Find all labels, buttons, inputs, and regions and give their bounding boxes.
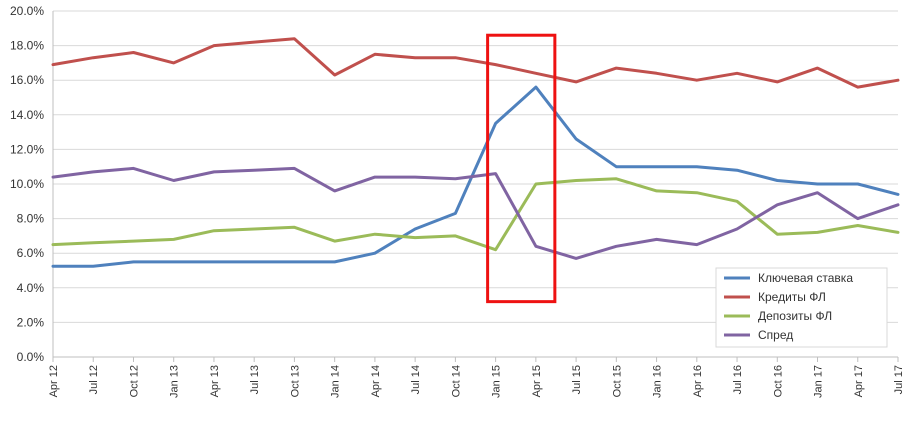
series-lines	[51, 37, 900, 268]
highlight-box-layer	[486, 33, 557, 304]
series-line	[51, 177, 900, 252]
x-tick-label: Jul 12	[88, 365, 100, 394]
series-line	[51, 85, 900, 268]
y-tick-label: 6.0%	[17, 246, 45, 260]
y-tick-label: 0.0%	[17, 350, 45, 364]
y-tick-label: 2.0%	[17, 315, 45, 329]
x-tick-label: Oct 15	[611, 365, 623, 397]
x-tick-label: Jan 13	[169, 365, 181, 398]
x-tick-label: Jul 13	[249, 365, 261, 394]
x-tick-label: Apr 14	[370, 365, 382, 397]
x-tick-label: Oct 13	[289, 365, 301, 397]
y-tick-label: 10.0%	[10, 177, 44, 191]
x-tick-label: Jul 17	[893, 365, 905, 394]
series-line	[51, 166, 900, 260]
grid-lines	[53, 10, 898, 323]
y-tick-label: 8.0%	[17, 212, 45, 226]
legend-label: Ключевая ставка	[758, 271, 853, 285]
x-tick-label: Jan 17	[813, 365, 825, 398]
x-tick-label: Jul 14	[410, 365, 422, 394]
x-tick-label: Oct 16	[772, 365, 784, 397]
x-tick-label: Jul 16	[732, 365, 744, 394]
y-tick-label: 20.0%	[10, 4, 44, 18]
y-tick-label: 12.0%	[10, 142, 44, 156]
x-tick-label: Apr 13	[209, 365, 221, 397]
legend: Ключевая ставка Кредиты ФЛ Депозиты ФЛ Спре…	[715, 267, 888, 348]
y-tick-label: 16.0%	[10, 73, 44, 87]
axes: 0.0% 2.0% 4.0% 6.0% 8.0% 10.0% 12.0% 14.0% 16.0%…	[10, 4, 905, 398]
x-tick-label: Apr 12	[48, 365, 60, 397]
x-tick-label: Jan 15	[491, 365, 503, 398]
x-tick-label: Apr 17	[853, 365, 865, 397]
x-tick-label: Oct 12	[128, 365, 140, 397]
y-tick-label: 4.0%	[17, 281, 45, 295]
x-tick-label: Jul 15	[571, 365, 583, 394]
x-tick-label: Jan 16	[652, 365, 664, 398]
legend-label: Кредиты ФЛ	[758, 290, 826, 304]
series-line	[51, 37, 900, 89]
x-tick-label: Apr 16	[692, 365, 704, 397]
x-tick-label: Oct 14	[450, 365, 462, 397]
legend-label: Депозиты ФЛ	[758, 309, 832, 323]
y-tick-label: 18.0%	[10, 39, 44, 53]
y-tick-label: 14.0%	[10, 108, 44, 122]
legend-label: Спред	[758, 328, 793, 342]
x-tick-label: Apr 15	[531, 365, 543, 397]
highlight-box	[486, 33, 557, 304]
x-tick-label: Jan 14	[330, 365, 342, 398]
